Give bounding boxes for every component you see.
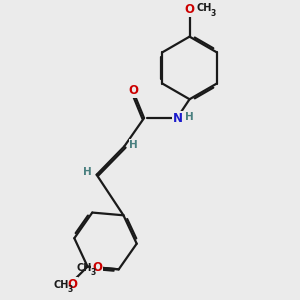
Text: O: O [92,261,102,274]
Text: H: H [129,140,138,150]
Text: O: O [184,3,194,16]
Text: 3: 3 [67,286,72,295]
Text: O: O [128,84,139,97]
Text: CH: CH [54,280,69,290]
Text: N: N [173,112,183,124]
Text: O: O [67,278,77,291]
Text: H: H [83,167,92,177]
Text: CH: CH [77,263,92,273]
Text: CH: CH [197,3,212,13]
Text: 3: 3 [210,9,216,18]
Text: 3: 3 [90,268,95,278]
Text: H: H [185,112,194,122]
